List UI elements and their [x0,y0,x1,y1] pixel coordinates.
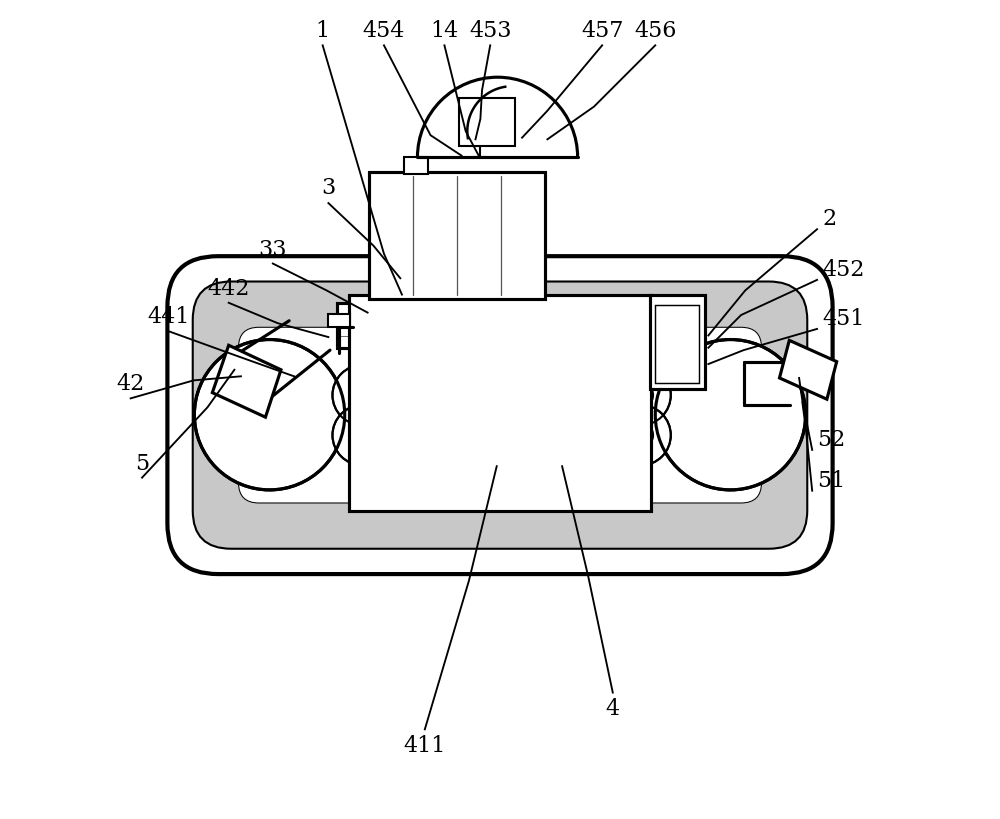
Text: 51: 51 [817,469,845,491]
Bar [650,295,705,389]
Text: 2: 2 [823,208,837,230]
Text: 411: 411 [404,735,446,756]
Text: 1: 1 [316,20,330,43]
Circle shape [572,423,598,448]
Circle shape [499,365,560,426]
Text: 454: 454 [363,20,405,43]
Circle shape [350,423,375,448]
Circle shape [517,423,542,448]
Circle shape [332,365,393,426]
Text: 14: 14 [430,20,459,43]
FancyBboxPatch shape [193,283,807,549]
Bar [328,314,350,328]
Text: 457: 457 [581,20,623,43]
Text: 42: 42 [116,373,145,395]
Circle shape [444,405,504,466]
Circle shape [444,365,504,426]
Bar [655,305,699,383]
Text: 441: 441 [148,306,190,328]
Circle shape [555,405,615,466]
Text: 3: 3 [321,177,336,199]
Text: 456: 456 [634,20,676,43]
Text: 52: 52 [817,428,845,450]
Circle shape [610,365,671,426]
Circle shape [555,365,615,426]
Circle shape [572,383,598,409]
Text: 451: 451 [823,308,865,329]
Bar [404,158,428,174]
Circle shape [499,405,560,466]
Text: 452: 452 [823,259,865,281]
Polygon shape [779,341,837,400]
Bar [459,99,515,147]
Circle shape [610,405,671,466]
Circle shape [628,383,653,409]
Circle shape [461,383,487,409]
FancyBboxPatch shape [167,257,833,574]
Circle shape [388,365,449,426]
Circle shape [350,383,375,409]
Polygon shape [212,346,281,418]
Text: 453: 453 [469,20,511,43]
Circle shape [406,423,431,448]
Bar [369,173,545,299]
Circle shape [655,340,806,491]
Circle shape [517,383,542,409]
Circle shape [406,383,431,409]
Circle shape [461,423,487,448]
Text: 33: 33 [259,239,287,261]
Circle shape [332,405,393,466]
Text: 442: 442 [207,278,250,299]
Bar [337,303,663,348]
Circle shape [194,340,345,491]
Circle shape [388,405,449,466]
FancyBboxPatch shape [238,328,762,504]
Bar [349,295,651,512]
Text: 4: 4 [606,697,620,719]
Circle shape [628,423,653,448]
Text: 5: 5 [135,453,149,475]
